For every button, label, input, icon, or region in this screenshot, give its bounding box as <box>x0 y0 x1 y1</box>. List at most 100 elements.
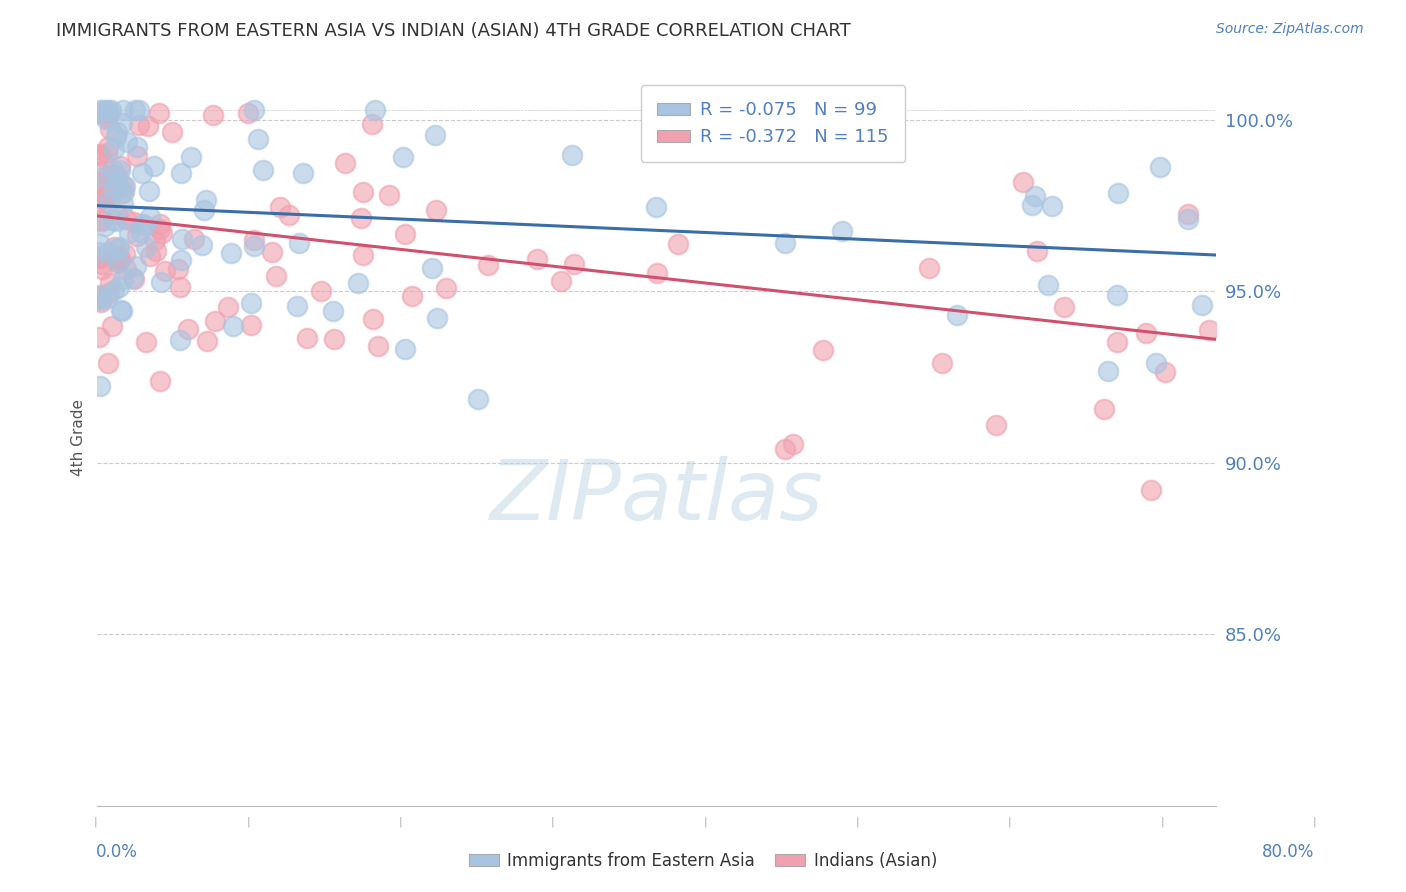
Point <box>131 166 153 180</box>
Point <box>91 214 114 228</box>
Point <box>97 245 120 260</box>
Point <box>1012 175 1035 189</box>
Point <box>108 163 131 178</box>
Point <box>90 261 112 276</box>
Point <box>112 185 135 199</box>
Point <box>104 129 127 144</box>
Text: 0.0%: 0.0% <box>96 843 138 861</box>
Text: |: | <box>551 816 554 827</box>
Point <box>550 274 572 288</box>
Point <box>94 219 117 233</box>
Point <box>131 217 153 231</box>
Point <box>1198 323 1220 337</box>
Point <box>136 119 159 133</box>
Text: |: | <box>246 816 250 827</box>
Text: IMMIGRANTS FROM EASTERN ASIA VS INDIAN (ASIAN) 4TH GRADE CORRELATION CHART: IMMIGRANTS FROM EASTERN ASIA VS INDIAN (… <box>56 22 851 40</box>
Point <box>425 203 447 218</box>
Point <box>87 251 110 265</box>
Point <box>1105 335 1128 350</box>
Point <box>1038 277 1060 292</box>
Point <box>477 258 499 272</box>
Point <box>247 132 270 146</box>
Point <box>105 125 128 139</box>
Text: ZIPatlas: ZIPatlas <box>489 456 824 537</box>
Point <box>89 237 111 252</box>
Point <box>1191 298 1213 312</box>
Point <box>194 194 217 208</box>
Point <box>240 296 263 310</box>
Point <box>170 166 193 180</box>
Point <box>295 331 318 345</box>
Point <box>309 284 332 298</box>
Point <box>90 295 112 310</box>
Point <box>155 263 177 277</box>
Point <box>135 335 157 350</box>
Point <box>145 244 167 259</box>
Point <box>148 106 170 120</box>
Point <box>135 240 157 254</box>
Point <box>122 272 145 286</box>
Point <box>103 240 125 254</box>
Point <box>97 140 120 154</box>
Point <box>423 128 446 142</box>
Point <box>562 256 585 270</box>
Point <box>107 242 129 256</box>
Point <box>97 356 120 370</box>
Y-axis label: 4th Grade: 4th Grade <box>72 399 86 475</box>
Point <box>103 283 125 297</box>
Point <box>1139 483 1161 497</box>
Point <box>90 148 112 162</box>
Point <box>87 287 110 301</box>
Point <box>129 225 152 239</box>
Point <box>107 171 129 186</box>
Point <box>103 162 125 177</box>
Point <box>89 251 111 265</box>
Point <box>98 276 121 290</box>
Point <box>561 148 583 162</box>
Point <box>775 235 797 250</box>
Point <box>101 212 124 227</box>
Point <box>98 189 121 203</box>
Point <box>1107 186 1129 201</box>
Legend: R = -0.075   N = 99, R = -0.372   N = 115: R = -0.075 N = 99, R = -0.372 N = 115 <box>641 85 905 162</box>
Point <box>149 222 172 236</box>
Point <box>138 185 160 199</box>
Point <box>526 252 548 266</box>
Point <box>361 117 384 131</box>
Point <box>367 338 389 352</box>
Point <box>87 175 110 189</box>
Point <box>94 187 117 202</box>
Point <box>149 374 172 388</box>
Point <box>87 244 110 259</box>
Point <box>122 215 145 229</box>
Point <box>1040 199 1063 213</box>
Point <box>93 103 115 117</box>
Point <box>170 252 193 267</box>
Point <box>285 299 308 313</box>
Point <box>101 319 124 334</box>
Point <box>118 227 141 241</box>
Point <box>127 140 149 154</box>
Point <box>121 270 143 285</box>
Point <box>172 232 194 246</box>
Point <box>1053 300 1076 314</box>
Text: |: | <box>94 816 97 827</box>
Point <box>143 159 166 173</box>
Point <box>195 334 218 348</box>
Point <box>87 165 110 179</box>
Point <box>347 276 370 290</box>
Point <box>191 238 214 252</box>
Point <box>96 146 118 161</box>
Point <box>222 318 245 333</box>
Point <box>322 304 344 318</box>
Point <box>219 246 242 260</box>
Point <box>97 285 120 300</box>
Point <box>401 288 423 302</box>
Point <box>94 188 117 202</box>
Point <box>115 261 138 276</box>
Point <box>945 308 967 322</box>
Point <box>264 268 287 283</box>
Point <box>108 240 131 254</box>
Text: 80.0%: 80.0% <box>1263 843 1315 861</box>
Point <box>1177 207 1199 221</box>
